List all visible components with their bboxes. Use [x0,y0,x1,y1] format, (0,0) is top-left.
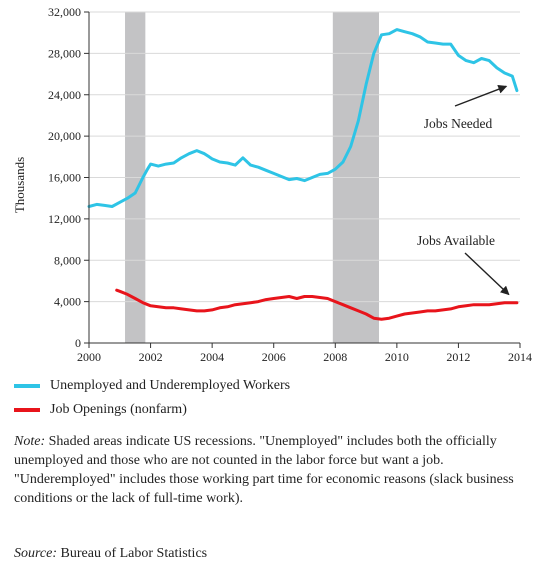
y-tick-label: 16,000 [48,171,81,185]
note-prefix: Note: [14,434,46,449]
legend-item-unemployed: Unemployed and Underemployed Workers [14,378,290,394]
y-tick-label: 0 [75,336,81,350]
x-tick-label: 2000 [77,350,101,364]
series-line-job-openings [115,288,519,321]
y-tick-label: 4,000 [54,295,81,309]
x-tick-label: 2012 [446,350,470,364]
y-axis-label: Thousands [12,157,27,213]
x-tick-label: 2006 [262,350,286,364]
legend-swatch-unemployed [14,384,40,388]
y-tick-label: 20,000 [48,129,81,143]
legend-swatch-job-openings [14,408,40,412]
y-tick-label: 8,000 [54,253,81,267]
x-tick-label: 2004 [200,350,224,364]
annotation-arrow-jobs-available [464,252,510,296]
x-tick-label: 2008 [323,350,347,364]
annotation-arrow-jobs-needed [454,84,508,107]
x-tick-label: 2002 [139,350,163,364]
y-tick-label: 32,000 [48,5,81,19]
annotation-jobs-needed: Jobs Needed [424,116,493,131]
source-prefix: Source: [14,546,58,561]
note-text: Shaded areas indicate US recessions. "Un… [14,434,514,506]
y-tick-label: 28,000 [48,46,81,60]
y-tick-label: 24,000 [48,88,81,102]
legend-item-job-openings: Job Openings (nonfarm) [14,402,187,418]
x-tick-label: 2010 [385,350,409,364]
chart: 0 4,000 8,000 12,000 16,000 20,000 24,000 28,00… [12,5,532,364]
series-line-unemployed [87,28,519,208]
source-text: Bureau of Labor Statistics [57,546,208,561]
legend-label-job-openings: Job Openings (nonfarm) [50,402,187,417]
chart-source: Source: Bureau of Labor Statistics [14,546,207,562]
x-tick-label: 2014 [508,350,532,364]
legend-label-unemployed: Unemployed and Underemployed Workers [50,378,291,393]
chart-note: Note: Shaded areas indicate US recession… [14,432,534,508]
annotation-jobs-available: Jobs Available [417,233,495,248]
y-tick-label: 12,000 [48,212,81,226]
